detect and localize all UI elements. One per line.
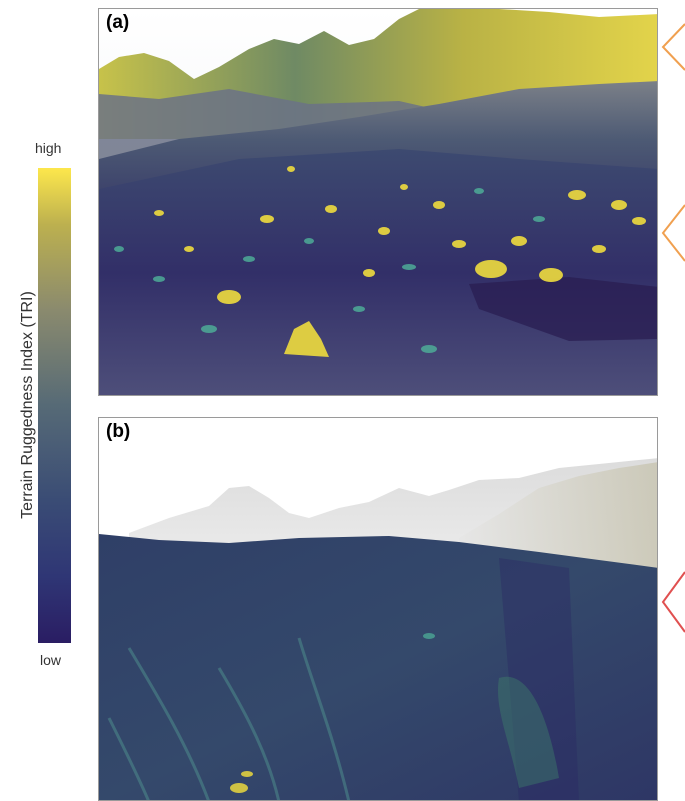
orange-marker-middle: [661, 204, 685, 262]
panel-b-label: (b): [106, 421, 131, 442]
panel-a-rendering: (a): [98, 8, 658, 396]
colorbar-gradient: [38, 168, 71, 643]
panel-b-terrain-image: [99, 418, 657, 800]
red-marker: [661, 571, 685, 633]
panel-a-label: (a): [106, 12, 130, 33]
orange-marker-top: [661, 23, 685, 71]
panel-b-rendering: (b): [98, 417, 658, 801]
colorbar-low-label: low: [40, 652, 62, 668]
colorbar-title-text: Terrain Ruggedness Index (TRI): [19, 291, 36, 519]
panel-a-terrain-image: [99, 9, 657, 395]
colorbar-high-label: high: [35, 140, 62, 156]
